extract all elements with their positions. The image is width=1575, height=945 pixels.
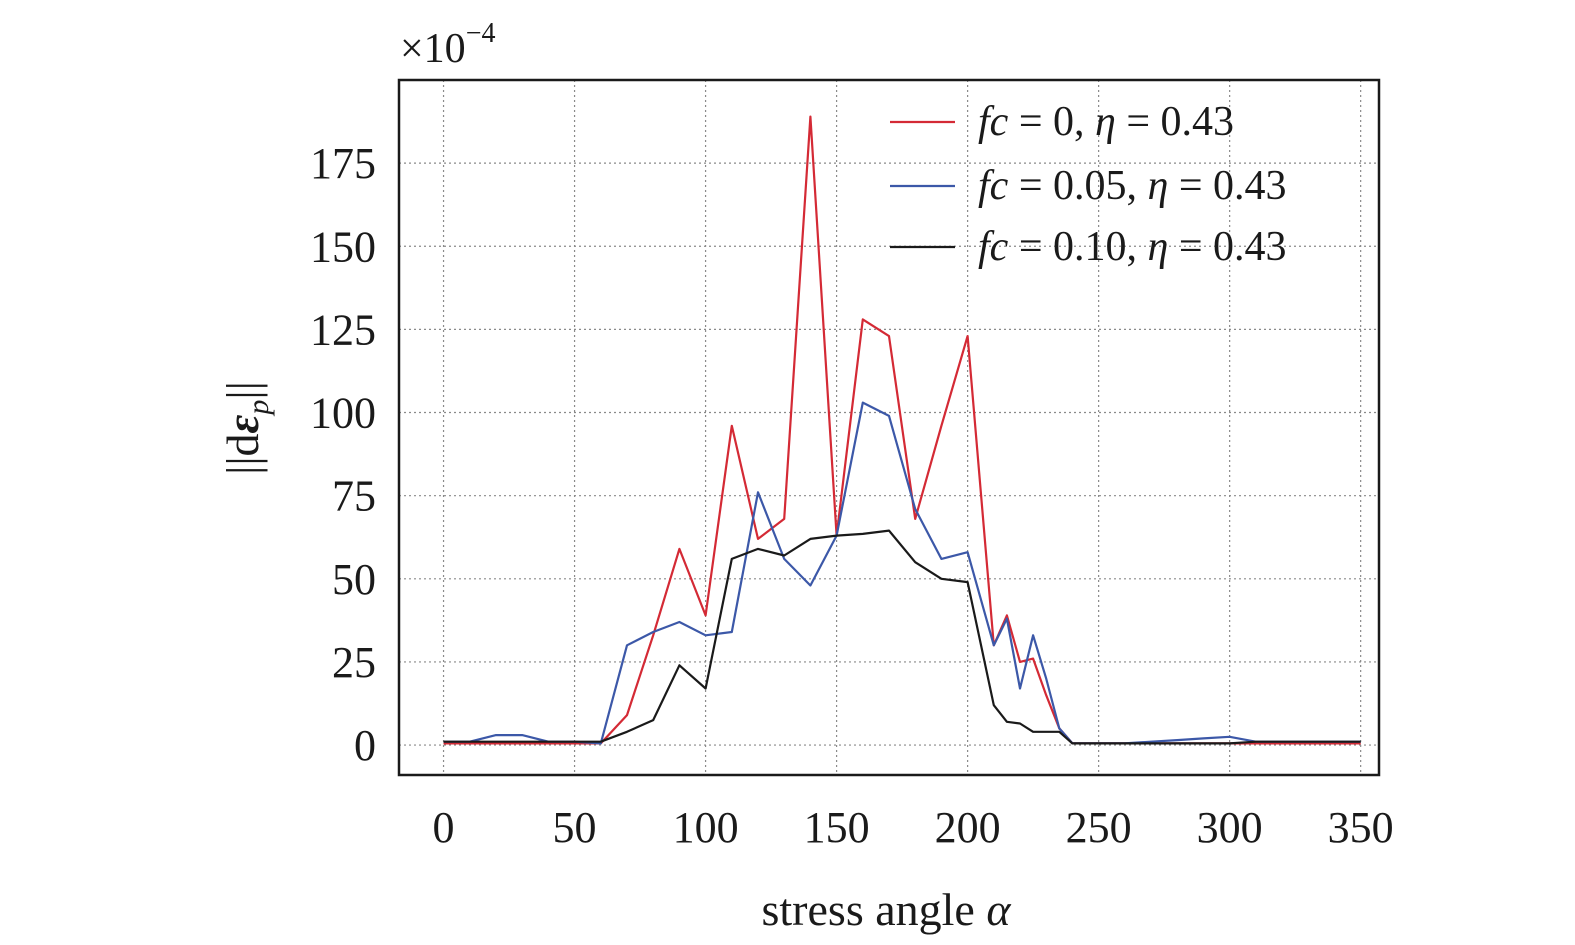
x-tick-label: 200 — [935, 803, 1001, 852]
legend-label-1: fc = 0, η = 0.43 — [978, 99, 1234, 145]
legend-label-3: fc = 0.10, η = 0.43 — [978, 224, 1287, 270]
y-axis-title: ||dεp|| — [217, 381, 275, 475]
y-tick-label: 50 — [332, 555, 376, 604]
series-lines — [443, 115, 1361, 745]
plot-frame — [397, 78, 1381, 777]
y-multiplier-exponent: −4 — [466, 18, 496, 49]
legend-label-2: fc = 0.05, η = 0.43 — [978, 163, 1287, 209]
x-tick-labels: 0 50 100 150 200 250 300 350 — [433, 803, 1394, 852]
x-tick-label: 300 — [1197, 803, 1263, 852]
x-axis-title: stress angle α — [762, 884, 1012, 935]
x-tick-label: 250 — [1066, 803, 1132, 852]
y-multiplier-label: ×10−4 — [400, 18, 495, 72]
series-line-2 — [443, 401, 1361, 745]
x-tick-label: 150 — [804, 803, 870, 852]
legend: fc = 0, η = 0.43 fc = 0.05, η = 0.43 fc = … — [890, 99, 1287, 270]
y-tick-label: 75 — [332, 472, 376, 521]
grid — [399, 80, 1379, 775]
series-line-1 — [443, 115, 1361, 745]
x-tick-label: 100 — [673, 803, 739, 852]
y-tick-label: 100 — [310, 389, 376, 438]
x-tick-label: 350 — [1328, 803, 1394, 852]
y-tick-label: 0 — [354, 721, 376, 770]
y-tick-label: 25 — [332, 638, 376, 687]
y-tick-label: 125 — [310, 305, 376, 354]
x-tick-label: 50 — [553, 803, 597, 852]
y-tick-label: 150 — [310, 222, 376, 271]
y-tick-label: 175 — [310, 139, 376, 188]
x-tick-label: 0 — [433, 803, 455, 852]
y-tick-labels: 0 25 50 75 100 125 150 175 — [310, 139, 376, 770]
series-line-3 — [443, 529, 1361, 745]
